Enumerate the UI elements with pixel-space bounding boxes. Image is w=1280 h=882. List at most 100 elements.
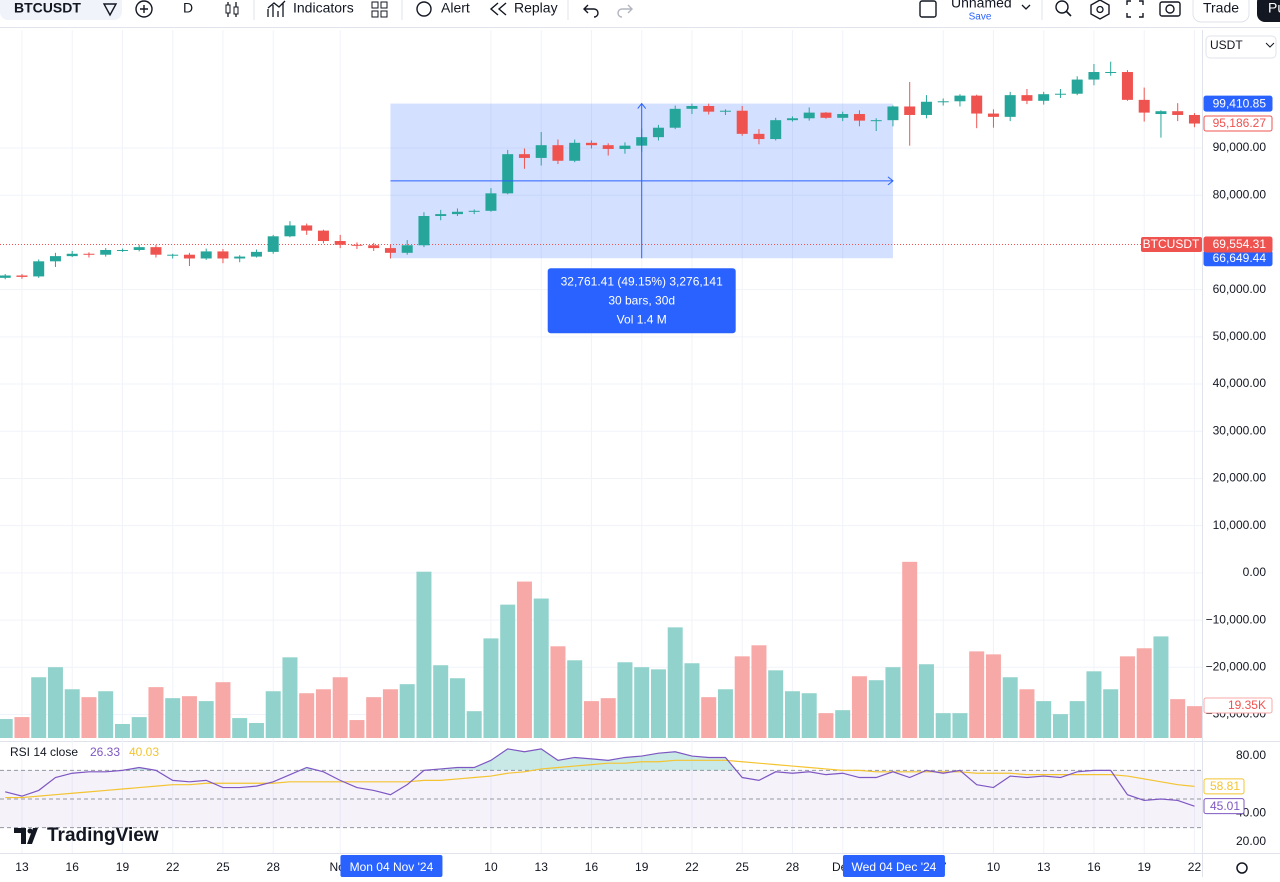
volume-bar: [1103, 689, 1119, 738]
candle-body: [1105, 72, 1117, 74]
candle-icon-b: [233, 6, 239, 15]
symbol[interactable]: BTCUSDT: [14, 0, 81, 16]
volume-bar: [885, 667, 901, 738]
rsi-tag: 58.81: [1210, 779, 1240, 793]
candle-body: [16, 275, 28, 277]
candle-body: [904, 106, 916, 115]
fullscreen-icon[interactable]: [1126, 0, 1144, 18]
snapshot-lens: [1165, 4, 1175, 14]
redo-icon[interactable]: [617, 4, 633, 18]
trade[interactable]: Trade: [1203, 0, 1239, 16]
replay[interactable]: Replay: [514, 0, 558, 16]
measure-to-tag-bg: [1203, 95, 1273, 112]
trade-button[interactable]: [1192, 0, 1250, 23]
volume-bar: [600, 698, 616, 738]
candle-body: [569, 142, 581, 161]
publish[interactable]: Pu: [1268, 0, 1280, 16]
volume-bar: [198, 701, 214, 738]
volume-bar: [449, 678, 465, 738]
x-tick-label: 25: [736, 860, 750, 874]
volume-bar: [215, 682, 231, 738]
symbol-box[interactable]: [0, 0, 122, 20]
settings-dot: [1096, 5, 1104, 14]
alert[interactable]: Alert: [441, 0, 470, 16]
candle-body: [217, 251, 229, 259]
add-icon[interactable]: [135, 0, 153, 18]
snapshot-icon[interactable]: [1159, 1, 1181, 17]
volume-bar: [768, 670, 784, 738]
x-tick-label: 13: [1037, 860, 1051, 874]
candle-body: [736, 110, 748, 134]
layout-icon[interactable]: [919, 0, 937, 18]
publish-button[interactable]: [1257, 0, 1280, 22]
save[interactable]: Save: [969, 12, 992, 23]
candle-body: [971, 95, 983, 114]
candle-body: [334, 241, 346, 245]
candle-body: [1004, 95, 1016, 117]
volume-bar: [416, 571, 432, 738]
y-tick-label: 40,000.00: [1213, 376, 1267, 390]
interval[interactable]: D: [183, 0, 193, 16]
search-icon[interactable]: [1055, 0, 1069, 14]
volume-bar: [114, 724, 130, 738]
rsi-title: RSI 14 close: [10, 745, 78, 759]
volume-bar: [717, 689, 733, 738]
axis-settings[interactable]: [1236, 862, 1248, 874]
x-highlight: Mon 04 Nov '24: [350, 860, 434, 874]
volume-bar: [433, 665, 449, 738]
rsi-header-value: 26.33: [90, 745, 120, 759]
volume-bar: [399, 684, 415, 738]
settings-icon[interactable]: [1090, 0, 1110, 20]
candle-body: [1155, 111, 1167, 115]
indicators[interactable]: Indicators: [293, 0, 354, 16]
x-tick-label: 22: [685, 860, 699, 874]
candle-body: [770, 120, 782, 140]
x-highlight-bg: [340, 855, 443, 877]
volume-bar: [64, 689, 80, 738]
templates-icon[interactable]: [371, 1, 379, 9]
x-highlight-bg: [842, 855, 945, 877]
layout-chevron[interactable]: [1021, 4, 1031, 10]
currency-box[interactable]: [1205, 35, 1277, 59]
rsi-header-value: 40.03: [129, 745, 159, 759]
currency[interactable]: USDT: [1210, 38, 1243, 52]
candle-body: [920, 101, 932, 115]
volume-bar: [684, 663, 700, 738]
candle-body: [267, 236, 279, 252]
symbol-icon[interactable]: [102, 3, 118, 17]
candle-body: [384, 248, 396, 253]
alert-icon[interactable]: [416, 1, 432, 17]
y-tick-label: −10,000.00: [1206, 612, 1267, 626]
candle-body: [619, 145, 631, 149]
x-tick-label: 28: [267, 860, 281, 874]
candle-body: [435, 214, 447, 216]
candle-body: [535, 145, 547, 158]
volume-bar: [1170, 699, 1186, 738]
price-line-tag: 69,554.31: [1213, 237, 1267, 251]
volume-bar: [583, 701, 599, 738]
templates-icon-c: [371, 10, 379, 18]
volume-bar: [952, 713, 968, 738]
volume-bar: [1002, 677, 1018, 738]
volume-bar: [516, 581, 532, 738]
volume-bar: [1153, 636, 1169, 738]
undo-icon[interactable]: [583, 4, 599, 18]
x-tick-label: 19: [635, 860, 649, 874]
measure-h-head: [887, 176, 894, 186]
candle-body: [183, 254, 195, 259]
candle-body: [602, 145, 614, 149]
candle-body: [301, 225, 313, 231]
layout-name[interactable]: Unnamed: [951, 0, 1012, 11]
candle-body: [33, 261, 45, 277]
candle-body: [100, 249, 112, 255]
x-tick-label: 19: [1138, 860, 1152, 874]
volume-bar: [801, 693, 817, 738]
volume-bar: [14, 717, 30, 738]
measure-bars: 30 bars, 30d: [608, 293, 675, 307]
volume-bar: [784, 691, 800, 738]
volume-bar: [1019, 689, 1035, 738]
indicators-icon[interactable]: [267, 0, 286, 17]
volume-bar: [1136, 648, 1152, 738]
replay-icon[interactable]: [489, 2, 507, 16]
